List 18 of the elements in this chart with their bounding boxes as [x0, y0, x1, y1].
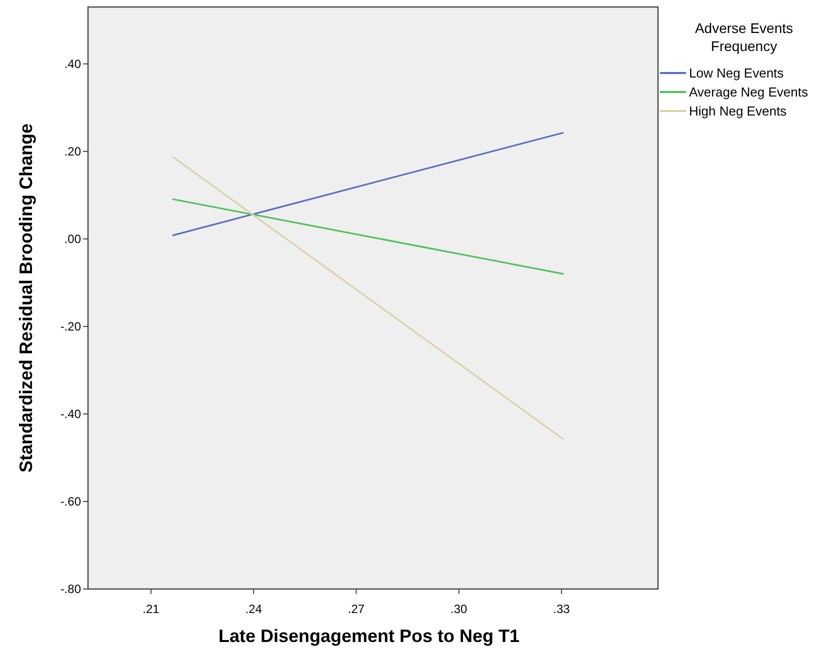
legend-title: Adverse Events Frequency — [694, 20, 794, 54]
y-tick-label: .40 — [64, 57, 82, 72]
y-tick-label: -.80 — [60, 582, 82, 596]
x-tick-label: .33 — [553, 602, 570, 616]
x-tick-label: .30 — [450, 602, 468, 616]
x-tick-label: .24 — [245, 602, 262, 616]
y-tick-label: .20 — [64, 144, 82, 159]
y-tick-label: -.20 — [60, 320, 82, 334]
x-axis-title: Late Disengagement Pos to Neg T1 — [218, 626, 520, 646]
x-tick-label: .27 — [348, 602, 365, 616]
legend-label: Average Neg Events — [689, 84, 808, 100]
y-tick-label: -.40 — [60, 407, 82, 422]
y-tick-label: .00 — [64, 232, 82, 246]
x-tick-label: .21 — [142, 602, 160, 616]
legend-label: High Neg Events — [689, 104, 788, 119]
legend-label: Low Neg Events — [689, 66, 784, 81]
y-tick-label: -.60 — [60, 494, 82, 509]
y-axis-title: Standardized Residual Brooding Change — [16, 123, 36, 473]
